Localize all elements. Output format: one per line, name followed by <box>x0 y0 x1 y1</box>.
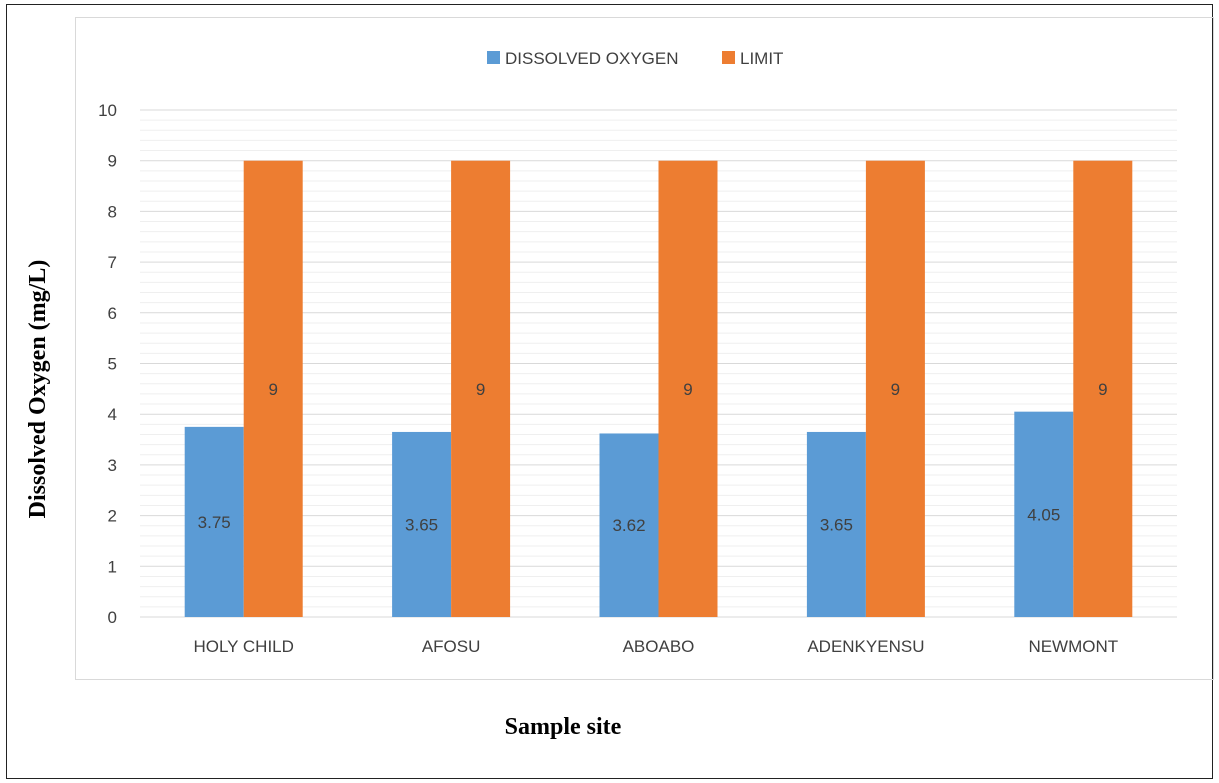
legend-label-limit: LIMIT <box>740 49 783 68</box>
bar-limit-afosu <box>451 160 511 617</box>
data-label-limit-afosu: 9 <box>476 380 485 399</box>
y-tick-label: 5 <box>108 355 117 374</box>
y-tick-labels: 0 1 2 3 4 5 6 7 8 9 10 <box>98 101 117 627</box>
legend: DISSOLVED OXYGEN LIMIT <box>487 49 783 68</box>
y-tick-label: 4 <box>108 405 117 424</box>
plot-area-border <box>75 17 1214 680</box>
legend-label-dissolved-oxygen: DISSOLVED OXYGEN <box>505 49 679 68</box>
x-category-label-holy-child: HOLY CHILD <box>193 637 293 656</box>
bar-limit-aboabo <box>658 160 718 617</box>
bar-limit-holy-child <box>243 160 303 617</box>
bar-limit-newmont <box>1073 160 1133 617</box>
data-label-dissolved-oxygen-aboabo: 3.62 <box>612 516 645 535</box>
bar-limit-adenkyensu <box>865 160 925 617</box>
y-tick-label: 3 <box>108 456 117 475</box>
data-label-limit-adenkyensu: 9 <box>891 380 900 399</box>
y-axis-title: Dissolved Oxygen (mg/L) <box>25 260 51 519</box>
data-label-dissolved-oxygen-afosu: 3.65 <box>405 515 438 534</box>
data-label-dissolved-oxygen-holy-child: 3.75 <box>198 513 231 532</box>
data-label-limit-newmont: 9 <box>1098 380 1107 399</box>
x-category-labels: HOLY CHILD AFOSU ABOABO ADENKYENSU NEWMONT <box>193 637 1118 656</box>
legend-swatch-dissolved-oxygen <box>487 51 500 64</box>
x-category-label-afosu: AFOSU <box>422 637 481 656</box>
y-tick-label: 2 <box>108 507 117 526</box>
bar-dissolved-oxygen-adenkyensu <box>806 431 866 617</box>
y-tick-label: 8 <box>108 202 117 221</box>
y-tick-label: 0 <box>108 608 117 627</box>
data-label-dissolved-oxygen-newmont: 4.05 <box>1027 505 1060 524</box>
x-category-label-aboabo: ABOABO <box>623 637 695 656</box>
chart-frame <box>6 4 1213 779</box>
x-category-label-adenkyensu: ADENKYENSU <box>807 637 924 656</box>
bar-dissolved-oxygen-newmont <box>1014 411 1074 617</box>
data-label-limit-holy-child: 9 <box>268 380 277 399</box>
y-tick-label: 7 <box>108 253 117 272</box>
x-axis-title: Sample site <box>505 714 622 740</box>
y-tick-label: 1 <box>108 557 117 576</box>
x-category-label-newmont: NEWMONT <box>1028 637 1118 656</box>
data-label-limit-aboabo: 9 <box>683 380 692 399</box>
bar-dissolved-oxygen-aboabo <box>599 433 659 617</box>
legend-swatch-limit <box>722 51 735 64</box>
y-tick-label: 6 <box>108 304 117 323</box>
bars <box>184 160 1133 617</box>
bar-dissolved-oxygen-afosu <box>392 431 452 617</box>
data-labels: 3.75 9 3.65 9 3.62 9 3.65 9 4.05 9 <box>198 380 1108 535</box>
bar-dissolved-oxygen-holy-child <box>184 426 244 617</box>
data-label-dissolved-oxygen-adenkyensu: 3.65 <box>820 515 853 534</box>
y-tick-label: 9 <box>108 152 117 171</box>
y-tick-label: 10 <box>98 101 117 120</box>
